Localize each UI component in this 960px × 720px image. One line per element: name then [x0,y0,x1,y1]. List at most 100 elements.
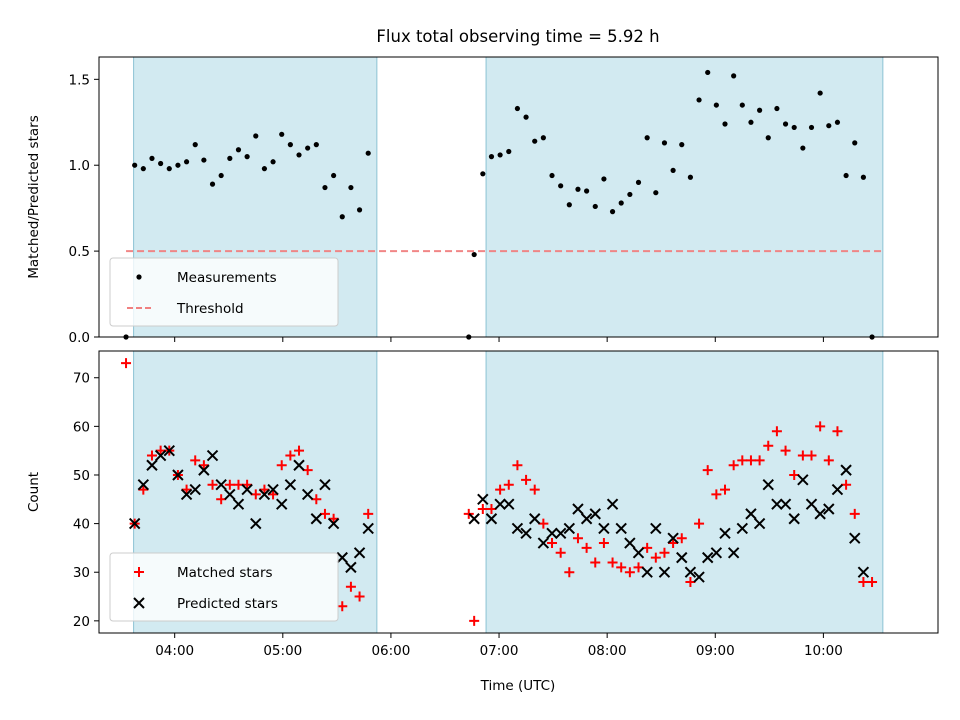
x-tick-label: 05:00 [263,643,302,659]
measurements-point [296,152,302,158]
measurements-point [305,145,311,151]
predicted-stars-point [241,483,253,496]
measurements-point [843,172,849,179]
measurements-point [627,191,633,198]
measurements-point [566,202,572,208]
measurements-point [834,119,841,125]
measurements-point [817,90,823,96]
measurements-point [558,183,564,189]
matched-stars-point [581,542,592,553]
matched-stars-point [745,455,756,466]
measurements-point [218,172,224,179]
matched-stars-point [598,538,609,549]
matched-stars-point [650,552,661,563]
matched-stars-point [841,479,852,490]
measurements-point [339,214,345,220]
predicted-stars-point [797,474,809,486]
ratio-panel: 0.0 0.5 1.0 1.5 Matched/Predicted stars Mea… [26,56,939,346]
matched-stars-point [720,484,731,495]
matched-stars-point [529,484,540,495]
predicted-stars-point [589,508,601,520]
matched-stars-point [354,591,365,602]
measurements-point [722,121,728,127]
predicted-stars-point [310,513,323,525]
matched-stars-point [711,489,722,500]
predicted-stars-point [267,483,279,496]
predicted-stars-point [537,537,550,549]
count-panel-shaded-interval [485,350,884,634]
x-tick-label: 06:00 [371,643,410,659]
measurements-point [514,105,521,112]
measurements-point [791,124,797,131]
count-panel-legend: Matched stars Predicted stars [109,552,339,622]
predicted-stars-point [284,478,297,491]
predicted-stars-point [606,498,619,510]
ratio-panel-y-tick-label: 1.0 [69,158,90,174]
measurements-legend-marker [136,274,142,280]
predicted-stars-point [258,488,271,501]
measurements-point [679,142,685,148]
predicted-stars-point [771,498,783,510]
predicted-stars-point [857,566,870,578]
ratio-panel-frame [98,56,939,338]
measurements-point [488,154,495,160]
matched-stars-point [538,518,549,529]
measurements-point [826,123,832,129]
measurements-point [765,135,771,141]
predicted-stars-point [224,488,236,501]
measurements-point [313,142,319,148]
ratio-panel-ylabel: Matched/Predicted stars [26,115,42,278]
measurements-point [661,140,668,146]
matched-stars-point [216,494,227,505]
predicted-stars-point [529,513,541,525]
predicted-stars-point [520,527,532,540]
predicted-stars-point [276,498,288,510]
measurements-point [852,140,858,146]
matched-stars-point [547,538,558,549]
measurements-point [261,166,268,172]
matched-stars-point [495,484,506,495]
matched-stars-point [763,440,774,451]
predicted-stars-point [319,478,331,491]
predicted-stars-point [805,498,818,510]
matched-stars-point [780,445,791,456]
predicted-stars-point [650,522,662,535]
measurements-point [774,105,780,112]
predicted-stars-point [624,537,636,549]
predicted-stars-point [684,566,697,578]
measurements-point [575,186,581,192]
predicted-stars-point [293,459,305,471]
x-tick-label: 08:00 [588,643,627,659]
count-panel-marks [121,358,878,626]
measurements-point [149,155,155,161]
matched-stars-point [685,576,696,587]
measurements-point [696,97,702,103]
predicted-stars-point [563,522,576,535]
measurements-point [365,150,371,156]
predicted-stars-point [710,547,723,559]
ratio-panel-legend-box [109,257,339,327]
predicted-stars-point [658,566,671,578]
measurements-point [201,157,207,163]
matched-stars-point [555,547,566,558]
matched-stars-point [797,450,808,461]
predicted-stars-point [667,532,679,544]
predicted-stars-point [745,508,757,520]
matched-stars-point [521,474,532,485]
measurements-point [584,188,590,194]
matched-stars-legend-label: Matched stars [177,565,273,581]
count-panel-ylabel: Count [26,472,42,512]
predicted-stars-point [554,527,567,540]
predicted-stars-point [727,547,740,559]
ratio-panel-ticks: 0.0 0.5 1.0 1.5 [69,72,824,346]
measurements-point [705,69,711,76]
predicted-stars-point [580,513,593,525]
predicted-stars-point [215,478,227,491]
ratio-panel-legend: Measurements Threshold [109,257,339,327]
measurements-point [322,184,328,191]
matched-stars-point [832,426,843,437]
predicted-stars-point [641,566,653,578]
matched-stars-point [754,455,765,466]
measurements-point [808,124,815,131]
measurements-point [235,147,242,153]
